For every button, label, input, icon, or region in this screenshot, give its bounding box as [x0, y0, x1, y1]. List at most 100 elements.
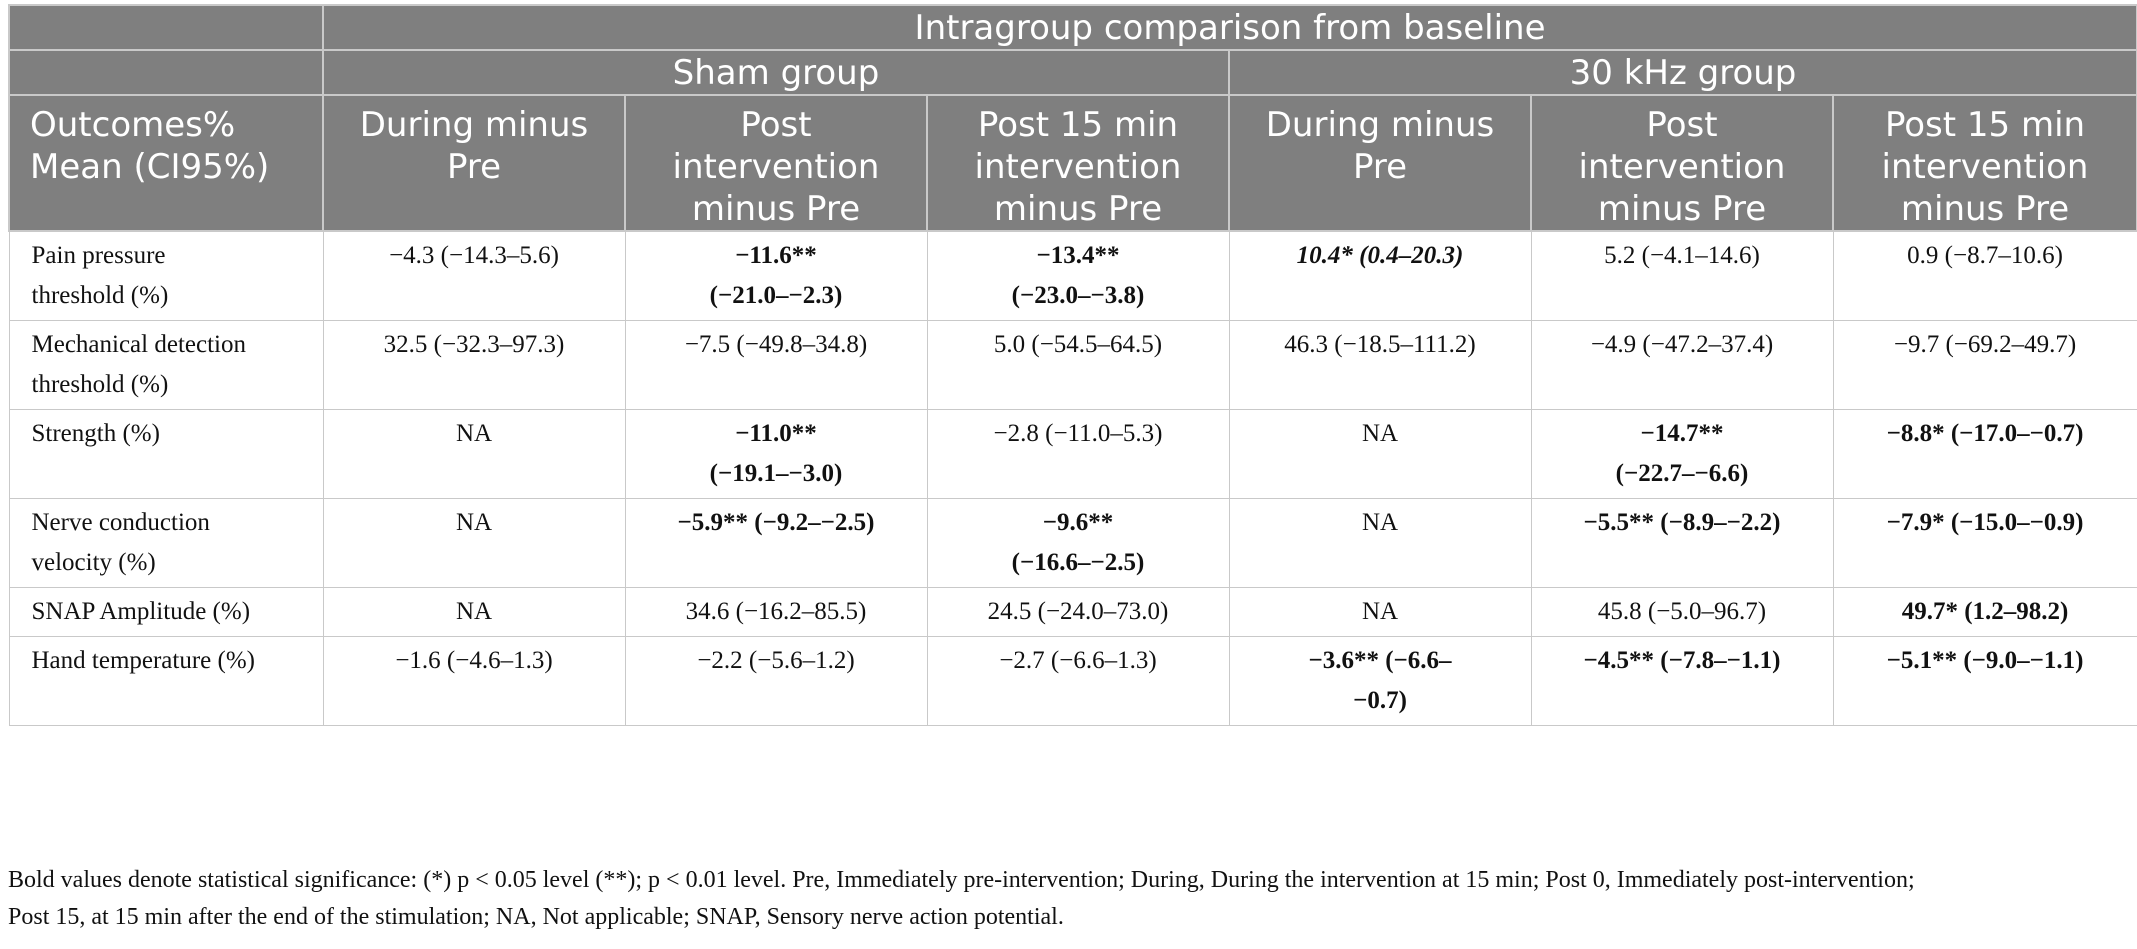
row-label-line: threshold (%) — [31, 371, 169, 398]
value-cell: −13.4** (−23.0–−3.8) — [926, 230, 1230, 321]
header-outcomes-line2: Mean (CI95%) — [30, 147, 270, 187]
value-line: NA — [455, 598, 493, 625]
header-sham-during: During minus Pre — [322, 94, 626, 232]
value-cell: 49.7* (1.2–98.2) — [1832, 587, 2137, 637]
footnote-line1: Bold values denote statistical significa… — [8, 867, 1915, 893]
value-line: 34.6 (−16.2–85.5) — [685, 598, 867, 625]
value-cell: −5.1** (−9.0–−1.1) — [1832, 636, 2137, 726]
header-blank-cell — [8, 49, 324, 96]
value-cell: −4.3 (−14.3–5.6) — [322, 230, 626, 321]
value-line: 5.2 (−4.1–14.6) — [1604, 242, 1760, 269]
header-outcomes-line1: Outcomes% — [30, 105, 236, 145]
value-line: 5.0 (−54.5–64.5) — [993, 331, 1163, 358]
value-cell: 0.9 (−8.7–10.6) — [1832, 230, 2137, 321]
value-line: −11.0** — [735, 420, 817, 447]
footnote-line2: Post 15, at 15 min after the end of the … — [8, 904, 1064, 930]
value-line: −5.5** (−8.9–−2.2) — [1583, 509, 1781, 536]
value-line: 46.3 (−18.5–111.2) — [1284, 331, 1476, 358]
value-line: −11.6** — [735, 242, 817, 269]
value-line: NA — [1361, 420, 1399, 447]
value-line: −1.6 (−4.6–1.3) — [395, 647, 553, 674]
value-line: −0.7) — [1353, 687, 1407, 714]
table-row: Hand temperature (%) −1.6 (−4.6–1.3) −2.2 … — [8, 636, 2137, 726]
value-cell: 46.3 (−18.5–111.2) — [1228, 320, 1532, 410]
value-cell: 45.8 (−5.0–96.7) — [1530, 587, 1834, 637]
value-line: −2.7 (−6.6–1.3) — [999, 647, 1157, 674]
header-khz-post: Post intervention minus Pre — [1530, 94, 1834, 232]
row-label: Pain pressure threshold (%) — [8, 230, 324, 321]
value-line: NA — [455, 420, 493, 447]
header-line: Post — [1646, 105, 1718, 145]
value-cell: 24.5 (−24.0–73.0) — [926, 587, 1230, 637]
value-cell: −9.6** (−16.6–−2.5) — [926, 498, 1230, 588]
value-cell: NA — [322, 498, 626, 588]
value-line: −3.6** (−6.6– — [1308, 647, 1452, 674]
value-cell: 10.4* (0.4–20.3) — [1228, 230, 1532, 321]
value-cell: −4.9 (−47.2–37.4) — [1530, 320, 1834, 410]
value-cell: −5.5** (−8.9–−2.2) — [1530, 498, 1834, 588]
header-line: During minus — [1265, 105, 1495, 145]
value-line: −7.9* (−15.0–−0.9) — [1886, 509, 2084, 536]
value-cell: −11.0** (−19.1–−3.0) — [624, 409, 928, 499]
header-line: intervention — [1881, 147, 2089, 187]
value-cell: −5.9** (−9.2–−2.5) — [624, 498, 928, 588]
value-line: (−16.6–−2.5) — [1011, 549, 1145, 576]
value-cell: 32.5 (−32.3–97.3) — [322, 320, 626, 410]
row-label-line: Strength (%) — [31, 420, 160, 447]
row-label-line: threshold (%) — [31, 282, 169, 309]
value-line: 24.5 (−24.0–73.0) — [987, 598, 1169, 625]
header-line: Pre — [1352, 147, 1408, 187]
header-sham-group: Sham group — [322, 49, 1230, 96]
header-blank-cell — [8, 4, 324, 51]
value-line: −5.1** (−9.0–−1.1) — [1886, 647, 2084, 674]
value-line: 10.4* (0.4–20.3) — [1296, 242, 1464, 269]
header-outcomes: Outcomes% Mean (CI95%) — [8, 94, 324, 232]
header-line: intervention — [974, 147, 1182, 187]
value-line: (−19.1–−3.0) — [709, 460, 843, 487]
table-body: Pain pressure threshold (%) −4.3 (−14.3–5.… — [8, 230, 2137, 726]
footnote: Bold values denote statistical significa… — [8, 862, 2133, 936]
value-cell: −9.7 (−69.2–49.7) — [1832, 320, 2137, 410]
value-line: −14.7** — [1640, 420, 1724, 447]
value-line: −8.8* (−17.0–−0.7) — [1886, 420, 2084, 447]
header-line: intervention — [1578, 147, 1786, 187]
value-cell: −7.5 (−49.8–34.8) — [624, 320, 928, 410]
header-row-groups: Sham group 30 kHz group — [8, 49, 2137, 96]
value-cell: −11.6** (−21.0–−2.3) — [624, 230, 928, 321]
value-line: (−23.0–−3.8) — [1011, 282, 1145, 309]
table-row: SNAP Amplitude (%) NA 34.6 (−16.2–85.5) 24.… — [8, 587, 2137, 637]
row-label: Strength (%) — [8, 409, 324, 499]
table-row: Strength (%) NA −11.0** (−19.1–−3.0) −2.8 (−… — [8, 409, 2137, 499]
value-line: NA — [1361, 509, 1399, 536]
header-row-columns: Outcomes% Mean (CI95%) During minus Pre … — [8, 94, 2137, 232]
value-line: 32.5 (−32.3–97.3) — [383, 331, 565, 358]
value-cell: −3.6** (−6.6– −0.7) — [1228, 636, 1532, 726]
value-line: (−22.7–−6.6) — [1615, 460, 1749, 487]
table-row: Mechanical detection threshold (%) 32.5 (−… — [8, 320, 2137, 410]
value-cell: NA — [322, 409, 626, 499]
value-line: −9.6** — [1042, 509, 1114, 536]
value-cell: −14.7** (−22.7–−6.6) — [1530, 409, 1834, 499]
header-sham-post15: Post 15 min intervention minus Pre — [926, 94, 1230, 232]
value-line: NA — [1361, 598, 1399, 625]
value-cell: NA — [1228, 587, 1532, 637]
row-label: Hand temperature (%) — [8, 636, 324, 726]
header-line: minus Pre — [1597, 189, 1767, 229]
table-row: Pain pressure threshold (%) −4.3 (−14.3–5.… — [8, 230, 2137, 321]
row-label: Mechanical detection threshold (%) — [8, 320, 324, 410]
value-cell: −4.5** (−7.8–−1.1) — [1530, 636, 1834, 726]
row-label-line: Hand temperature (%) — [31, 647, 256, 674]
value-cell: NA — [1228, 498, 1532, 588]
row-label-line: Pain pressure — [31, 242, 166, 269]
row-label-line: SNAP Amplitude (%) — [31, 598, 251, 625]
row-label-line: Mechanical detection — [31, 331, 246, 358]
value-line: 45.8 (−5.0–96.7) — [1597, 598, 1767, 625]
value-line: −4.5** (−7.8–−1.1) — [1583, 647, 1781, 674]
value-line: NA — [455, 509, 493, 536]
row-label: Nerve conduction velocity (%) — [8, 498, 324, 588]
header-row-top: Intragroup comparison from baseline — [8, 4, 2137, 51]
header-line: Post 15 min — [977, 105, 1179, 145]
value-cell: 34.6 (−16.2–85.5) — [624, 587, 928, 637]
results-table: Intragroup comparison from baseline Sham… — [8, 4, 2137, 726]
header-line: Pre — [446, 147, 502, 187]
